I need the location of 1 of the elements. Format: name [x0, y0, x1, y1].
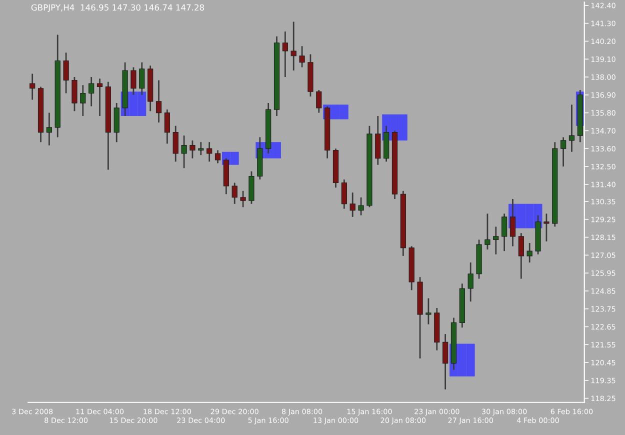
chart-title: GBPJPY,H4 146.95 147.30 146.74 147.28 — [31, 4, 204, 12]
